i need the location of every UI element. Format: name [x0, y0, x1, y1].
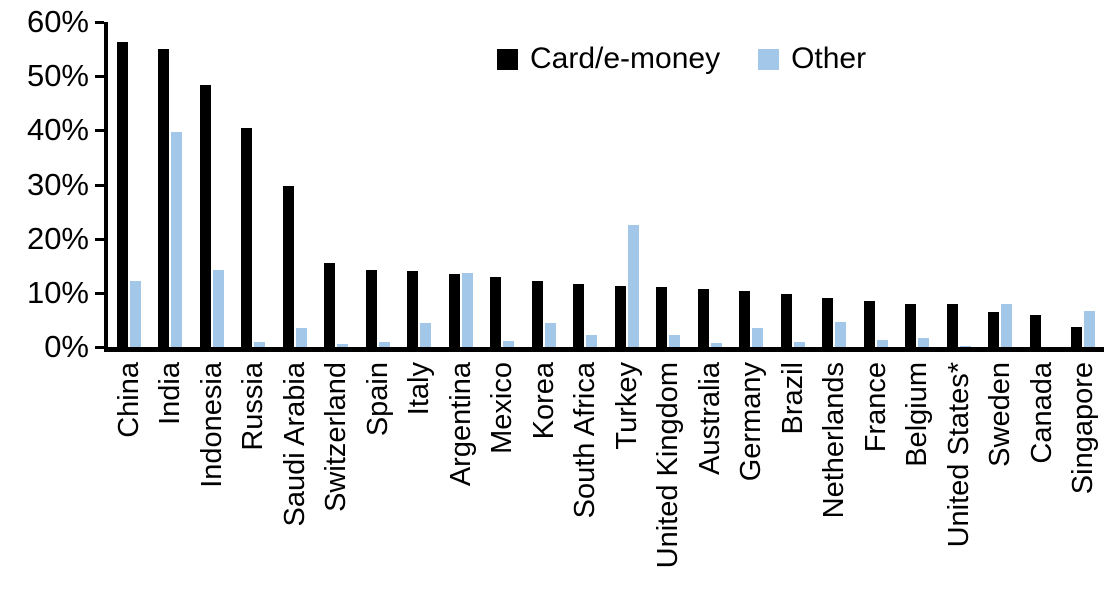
legend: Card/e-money Other: [497, 42, 866, 76]
other-bar-sweden: [1001, 303, 1013, 347]
legend-label: Card/e-money: [530, 42, 721, 75]
x-category-label: Spain: [361, 362, 394, 437]
other-bar-argentina: [461, 272, 473, 347]
card-emoney-bar-australia: [697, 289, 709, 347]
card-emoney-bar-korea: [531, 281, 543, 347]
other-bar-italy: [420, 322, 432, 347]
other-bar-indonesia: [212, 269, 224, 347]
other-bar-united-states-: [959, 345, 971, 347]
y-tick-label: 50%: [26, 58, 89, 94]
card-emoney-bar-indonesia: [199, 84, 211, 347]
card-emoney-bar-argentina: [448, 274, 460, 347]
x-category-label: South Africa: [569, 362, 602, 519]
x-category-label: Brazil: [776, 362, 809, 435]
x-category-label: Argentina: [444, 362, 477, 487]
x-category-label: Indonesia: [195, 362, 228, 488]
card-emoney-bar-saudi-arabia: [282, 185, 294, 347]
x-category-label: Korea: [527, 362, 560, 440]
card-emoney-bar-netherlands: [822, 298, 834, 347]
y-tick-mark: [95, 129, 104, 133]
y-tick-mark: [95, 21, 104, 24]
other-bar-spain: [378, 342, 390, 347]
x-category-label: Australia: [693, 362, 726, 475]
legend-item-other: Other: [758, 42, 866, 76]
card-emoney-bar-italy: [407, 271, 419, 347]
y-tick-label: 20%: [26, 220, 89, 256]
card-emoney-bar-turkey: [614, 285, 626, 347]
x-category-label: Sweden: [984, 362, 1017, 467]
x-category-label: Turkey: [610, 362, 643, 450]
x-category-label: India: [154, 362, 187, 425]
card-emoney-bar-france: [863, 300, 875, 347]
other-bar-switzerland: [337, 343, 349, 347]
x-category-label: France: [859, 362, 892, 453]
other-bar-france: [876, 339, 888, 347]
other-bar-china: [129, 281, 141, 347]
y-tick-mark: [95, 183, 104, 187]
x-category-label: Germany: [735, 362, 768, 482]
legend-marker-icon: [758, 48, 780, 70]
other-bar-australia: [710, 342, 722, 347]
other-bar-brazil: [793, 341, 805, 347]
card-emoney-bar-india: [158, 49, 170, 347]
legend-label: Other: [791, 42, 867, 75]
other-bar-germany: [752, 327, 764, 347]
y-tick-label: 60%: [26, 4, 89, 39]
y-tick-mark: [95, 237, 104, 241]
x-category-label: Mexico: [486, 362, 519, 454]
other-bar-turkey: [627, 225, 639, 347]
other-bar-belgium: [918, 337, 930, 347]
card-emoney-bar-china: [116, 42, 128, 347]
other-bar-mexico: [503, 340, 515, 347]
other-bar-united-kingdom: [669, 335, 681, 347]
x-category-label: Saudi Arabia: [278, 362, 311, 527]
card-emoney-bar-united-states-: [946, 304, 958, 347]
legend-marker-icon: [497, 48, 518, 70]
other-bar-russia: [254, 342, 266, 347]
card-emoney-bar-brazil: [780, 293, 792, 347]
card-emoney-bar-sweden: [988, 311, 1000, 347]
x-category-label: Netherlands: [818, 362, 851, 519]
card-emoney-bar-mexico: [490, 277, 502, 347]
card-emoney-bar-russia: [241, 127, 253, 347]
x-category-label: Canada: [1025, 362, 1058, 464]
card-emoney-bar-south-africa: [573, 283, 585, 347]
y-tick-label: 40%: [26, 112, 89, 148]
y-tick-mark: [95, 75, 104, 79]
x-axis-line: [104, 347, 1104, 352]
y-tick-label: 30%: [26, 166, 89, 202]
legend-item-card-e-money: Card/e-money: [497, 42, 720, 76]
other-bar-south-africa: [586, 334, 598, 347]
card-emoney-bar-canada: [1029, 315, 1041, 347]
x-category-label: United States*: [942, 362, 975, 548]
other-bar-netherlands: [835, 321, 847, 347]
card-emoney-bar-spain: [365, 270, 377, 347]
card-emoney-bar-belgium: [905, 303, 917, 347]
y-tick-label: 0%: [44, 329, 89, 364]
x-category-label: China: [112, 362, 145, 438]
x-category-label: Singapore: [1067, 362, 1100, 495]
card-emoney-bar-singapore: [1071, 326, 1083, 347]
card-emoney-bar-germany: [739, 290, 751, 347]
y-tick-label: 10%: [26, 274, 89, 310]
card-emoney-bar-united-kingdom: [656, 287, 668, 347]
x-category-label: United Kingdom: [652, 362, 685, 569]
x-category-label: Switzerland: [320, 362, 353, 512]
y-axis-line: [104, 22, 108, 352]
other-bar-india: [171, 131, 183, 347]
x-category-label: Belgium: [901, 362, 934, 467]
card-emoney-bar-switzerland: [324, 263, 336, 347]
y-tick-mark: [95, 346, 104, 349]
x-category-label: Russia: [237, 362, 270, 451]
x-category-label: Italy: [403, 362, 436, 416]
other-bar-saudi-arabia: [295, 327, 307, 347]
other-bar-korea: [544, 322, 556, 347]
y-tick-mark: [95, 291, 104, 295]
other-bar-singapore: [1084, 311, 1096, 347]
